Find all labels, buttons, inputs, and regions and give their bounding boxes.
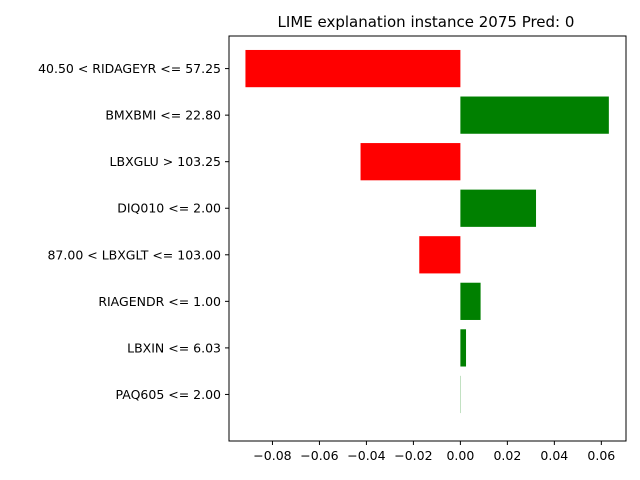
x-tick-label: −0.04 xyxy=(347,448,385,463)
y-tick-label: DIQ010 <= 2.00 xyxy=(117,201,221,216)
x-tick-label: 0.06 xyxy=(587,448,615,463)
y-tick-label: PAQ605 <= 2.00 xyxy=(116,387,222,402)
bars-group xyxy=(245,49,609,414)
y-tick-labels: 40.50 < RIDAGEYR <= 57.25 BMXBMI <= 22.80… xyxy=(38,61,229,402)
y-tick-label: 87.00 < LBXGLT <= 103.00 xyxy=(47,247,221,262)
x-tick-label: 0.00 xyxy=(446,448,474,463)
bar-1 xyxy=(460,96,609,134)
x-tick-label: −0.06 xyxy=(300,448,338,463)
y-tick-label: BMXBMI <= 22.80 xyxy=(105,108,221,123)
bar-0 xyxy=(245,49,461,88)
y-tick-label: LBXGLU > 103.25 xyxy=(110,154,221,169)
y-tick-label: LBXIN <= 6.03 xyxy=(127,340,221,355)
x-tick-label: −0.02 xyxy=(394,448,432,463)
x-ticks: −0.08 −0.06 −0.04 −0.02 0.00 0.02 0.04 0.06 xyxy=(253,441,615,463)
x-tick-label: 0.04 xyxy=(540,448,568,463)
bar-4 xyxy=(419,236,461,274)
y-tick-label: 40.50 < RIDAGEYR <= 57.25 xyxy=(38,61,221,76)
y-tick-label: RIAGENDR <= 1.00 xyxy=(98,294,221,309)
x-tick-label: −0.08 xyxy=(253,448,291,463)
bar-2 xyxy=(360,143,461,181)
x-tick-label: 0.02 xyxy=(493,448,521,463)
bar-5 xyxy=(460,282,481,320)
plot-frame xyxy=(228,35,627,442)
bar-3 xyxy=(460,189,537,227)
bar-6 xyxy=(460,329,467,367)
chart-title: LIME explanation instance 2075 Pred: 0 xyxy=(278,13,575,31)
